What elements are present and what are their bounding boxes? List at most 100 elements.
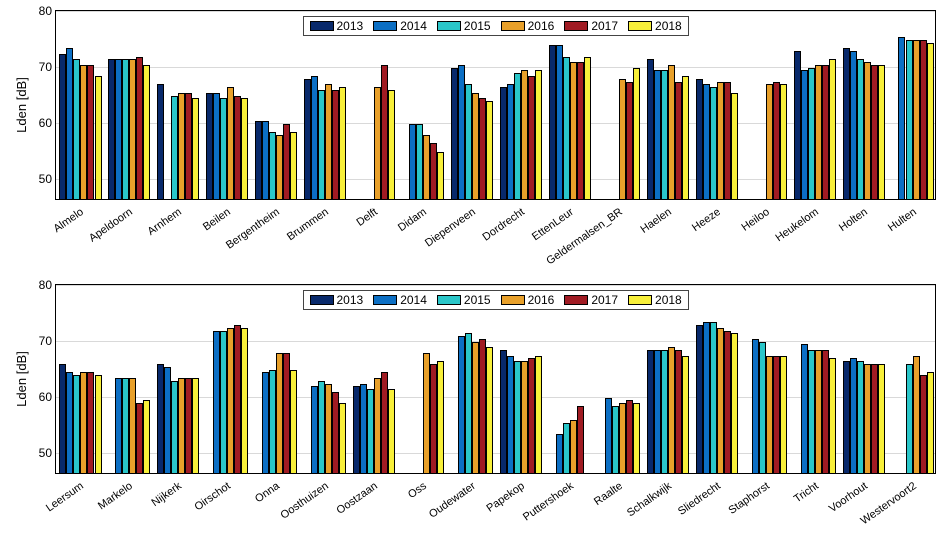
bar bbox=[374, 378, 381, 473]
bar bbox=[913, 356, 920, 473]
bar bbox=[906, 40, 913, 199]
bar bbox=[822, 350, 829, 473]
bar bbox=[80, 372, 87, 473]
bar bbox=[374, 87, 381, 199]
bar bbox=[878, 364, 885, 473]
bar bbox=[871, 364, 878, 473]
bar bbox=[731, 333, 738, 473]
bar bbox=[479, 339, 486, 473]
bar bbox=[479, 98, 486, 199]
bar bbox=[276, 135, 283, 199]
bar bbox=[115, 59, 122, 199]
legend-label: 2014 bbox=[400, 293, 427, 307]
bar bbox=[815, 350, 822, 473]
legend-swatch bbox=[564, 21, 588, 31]
bar bbox=[661, 70, 668, 199]
bar bbox=[136, 57, 143, 200]
bar bbox=[283, 353, 290, 473]
bar bbox=[486, 347, 493, 473]
legend-label: 2018 bbox=[655, 293, 682, 307]
bar bbox=[752, 339, 759, 473]
bar bbox=[164, 367, 171, 473]
bar bbox=[458, 336, 465, 473]
plot-area: 50607080 bbox=[55, 10, 936, 200]
bar bbox=[290, 370, 297, 473]
bar bbox=[262, 121, 269, 199]
bar bbox=[213, 331, 220, 474]
y-tick-label: 60 bbox=[39, 116, 52, 130]
bar bbox=[157, 364, 164, 473]
bar bbox=[822, 65, 829, 199]
bar bbox=[731, 93, 738, 199]
bar bbox=[227, 87, 234, 199]
y-tick-label: 70 bbox=[39, 60, 52, 74]
bar bbox=[290, 132, 297, 199]
bar bbox=[192, 98, 199, 199]
bar bbox=[95, 76, 102, 199]
bar bbox=[430, 364, 437, 473]
legend: 201320142015201620172018 bbox=[303, 290, 689, 310]
gridline bbox=[56, 285, 935, 286]
bar bbox=[927, 372, 934, 473]
bar bbox=[486, 101, 493, 199]
bar bbox=[682, 356, 689, 473]
bar bbox=[878, 65, 885, 199]
legend-swatch bbox=[628, 21, 652, 31]
legend-swatch bbox=[437, 295, 461, 305]
bar bbox=[472, 93, 479, 199]
bar bbox=[241, 328, 248, 473]
bar bbox=[612, 406, 619, 473]
chart-panel-0: 50607080Lden [dB]AlmeloApeldoornArnhemBe… bbox=[0, 0, 951, 260]
bar bbox=[577, 406, 584, 473]
bar bbox=[234, 325, 241, 473]
bar bbox=[647, 59, 654, 199]
bar bbox=[647, 350, 654, 473]
bar bbox=[255, 121, 262, 199]
legend-swatch bbox=[373, 21, 397, 31]
bar bbox=[633, 403, 640, 473]
bar bbox=[437, 152, 444, 200]
bar bbox=[178, 378, 185, 473]
bar bbox=[898, 37, 905, 199]
bar bbox=[381, 372, 388, 473]
bar bbox=[59, 54, 66, 199]
legend-label: 2017 bbox=[591, 293, 618, 307]
bar bbox=[171, 381, 178, 473]
bar bbox=[325, 384, 332, 473]
bar bbox=[129, 59, 136, 199]
bar bbox=[906, 364, 913, 473]
bar bbox=[563, 57, 570, 200]
bar bbox=[332, 90, 339, 199]
bar bbox=[332, 392, 339, 473]
bar bbox=[556, 434, 563, 473]
bar bbox=[430, 143, 437, 199]
bar bbox=[780, 356, 787, 473]
bar bbox=[500, 87, 507, 199]
legend-swatch bbox=[373, 295, 397, 305]
bar bbox=[59, 364, 66, 473]
y-tick-label: 70 bbox=[39, 334, 52, 348]
bar bbox=[577, 62, 584, 199]
bar bbox=[675, 350, 682, 473]
bar bbox=[507, 84, 514, 199]
legend-swatch bbox=[310, 21, 334, 31]
bar bbox=[843, 48, 850, 199]
bar bbox=[710, 322, 717, 473]
chart-panel-1: 50607080Lden [dB]LeersumMarkeloNijkerkOi… bbox=[0, 274, 951, 534]
bar bbox=[423, 353, 430, 473]
bar bbox=[311, 76, 318, 199]
legend: 201320142015201620172018 bbox=[303, 16, 689, 36]
bar bbox=[353, 386, 360, 473]
legend-label: 2016 bbox=[528, 293, 555, 307]
bar bbox=[654, 70, 661, 199]
legend-label: 2014 bbox=[400, 19, 427, 33]
bar bbox=[339, 87, 346, 199]
bar bbox=[66, 48, 73, 199]
bar bbox=[122, 59, 129, 199]
bar bbox=[794, 51, 801, 199]
bar bbox=[157, 84, 164, 199]
bar bbox=[507, 356, 514, 473]
bar bbox=[773, 82, 780, 199]
bar bbox=[129, 378, 136, 473]
bar bbox=[913, 40, 920, 199]
